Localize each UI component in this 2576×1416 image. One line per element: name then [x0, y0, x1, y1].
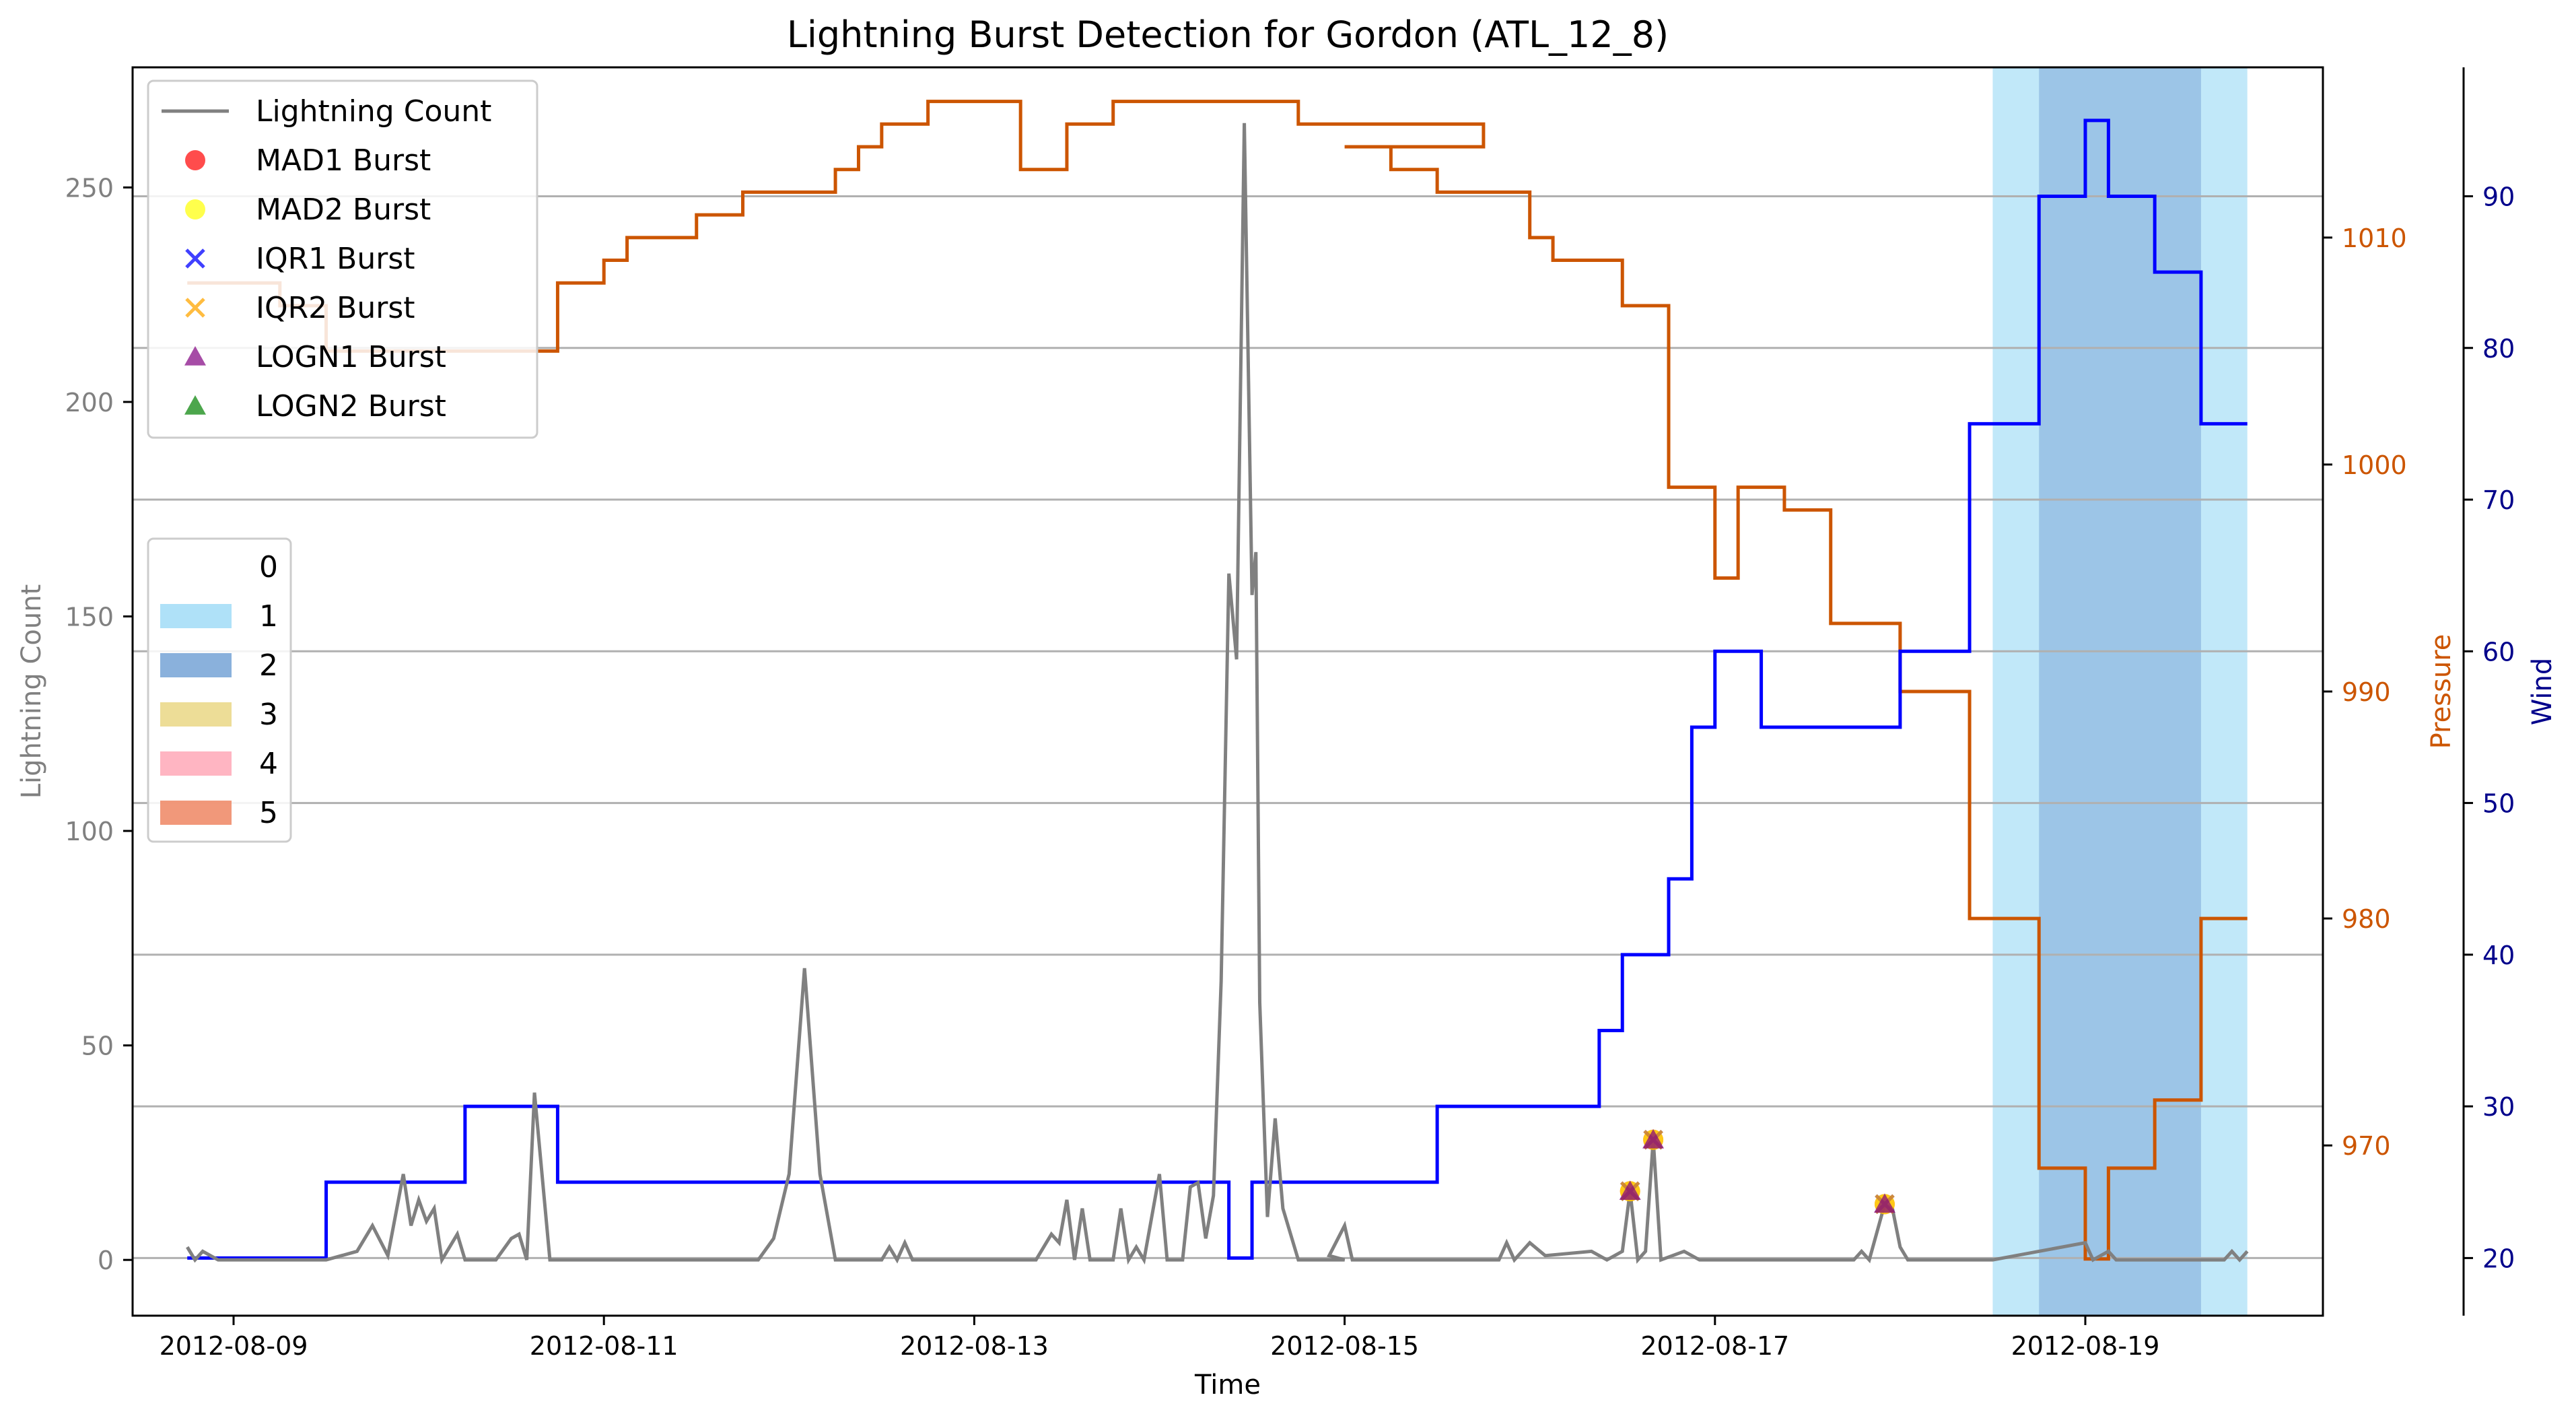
legend-category-label: 3	[259, 698, 278, 732]
y-tick-label-count: 50	[81, 1032, 114, 1061]
legend-category-label: 1	[259, 599, 278, 634]
legend-swatch-logn1	[184, 346, 206, 366]
y-tick-label-count: 150	[65, 603, 114, 632]
burst-marker-logn1	[1619, 1180, 1641, 1201]
legend-swatch-category-2	[160, 653, 232, 677]
y-tick-label-wind: 90	[2482, 182, 2515, 211]
legend-swatch-category-5	[160, 801, 232, 825]
x-tick-label: 2012-08-19	[2011, 1331, 2160, 1361]
y-tick-label-wind: 80	[2482, 334, 2515, 364]
legend-label: Lightning Count	[256, 94, 491, 129]
y-tick-label-pressure: 1000	[2342, 450, 2407, 480]
legend-label: LOGN2 Burst	[256, 389, 446, 424]
chart-title: Lightning Burst Detection for Gordon (AT…	[787, 13, 1669, 56]
legend-label: IQR1 Burst	[256, 242, 415, 276]
burst-markers	[1619, 1128, 1895, 1215]
y-tick-label-wind: 20	[2482, 1244, 2515, 1273]
y-tick-label-count: 0	[98, 1246, 114, 1275]
legend-box	[147, 79, 538, 439]
legend-swatch-mad2	[185, 199, 205, 220]
y-tick-label-wind: 70	[2482, 485, 2515, 515]
y-tick-label-wind: 50	[2482, 789, 2515, 819]
y-tick-label-count: 200	[65, 388, 114, 417]
legend-label: IQR2 Burst	[256, 291, 415, 325]
y-tick-label-wind: 40	[2482, 941, 2515, 970]
y-tick-label-count: 100	[65, 817, 114, 846]
legend-label: LOGN1 Burst	[256, 340, 446, 374]
x-tick-label: 2012-08-15	[1270, 1331, 1419, 1361]
x-axis-label: Time	[1194, 1370, 1261, 1401]
legend-swatch-logn2	[184, 395, 206, 415]
x-tick-label: 2012-08-17	[1640, 1331, 1789, 1361]
legend-burst-types: Lightning Count MAD1 Burst MAD2 Burst IQR1 …	[147, 79, 538, 439]
x-tick-label: 2012-08-09	[160, 1331, 308, 1361]
legend-label: MAD1 Burst	[256, 143, 431, 178]
y-tick-label-count: 250	[65, 173, 114, 203]
y-tick-label-wind: 30	[2482, 1092, 2515, 1122]
category-spans	[1992, 67, 2248, 1316]
legend-category-label: 5	[259, 796, 278, 830]
wind-line	[187, 119, 2248, 1260]
pressure-line	[187, 100, 2248, 1261]
y-axis-label-count: Lightning Count	[16, 584, 47, 799]
y-tick-label-wind: 60	[2482, 637, 2515, 667]
legend-category-label: 0	[259, 550, 278, 584]
legend-label: MAD2 Burst	[256, 193, 431, 227]
y-tick-label-pressure: 990	[2342, 677, 2391, 707]
legend-category-label: 4	[259, 747, 278, 781]
legend-categories: 0 1 2 3 4 5	[147, 537, 292, 843]
legend-category-label: 2	[259, 648, 278, 683]
burst-marker-logn1	[1873, 1193, 1895, 1213]
x-tick-label: 2012-08-13	[900, 1331, 1049, 1361]
y-tick-label-pressure: 970	[2342, 1131, 2391, 1161]
category-span-2	[2039, 67, 2201, 1316]
series-lines	[186, 100, 2249, 1265]
y-axis-label-pressure: Pressure	[2426, 634, 2457, 749]
legend-swatch-iqr2	[185, 298, 205, 318]
legend-swatch-iqr1	[185, 248, 205, 269]
axes: 2012-08-09 2012-08-11 2012-08-13 2012-08-15…	[65, 67, 2515, 1361]
burst-marker-logn1	[1642, 1128, 1665, 1149]
legend-swatch-category-1	[160, 604, 232, 628]
lightning-count-line	[186, 123, 2249, 1265]
legend-swatch-category-0	[160, 555, 232, 579]
x-tick-label: 2012-08-11	[530, 1331, 678, 1361]
legend-swatch-category-4	[160, 751, 232, 776]
y-tick-label-pressure: 980	[2342, 904, 2391, 934]
legend-swatch-category-3	[160, 702, 232, 727]
y-axis-label-wind: Wind	[2527, 658, 2558, 726]
legend-swatch-mad1	[185, 150, 205, 170]
y-tick-label-pressure: 1010	[2342, 224, 2407, 253]
